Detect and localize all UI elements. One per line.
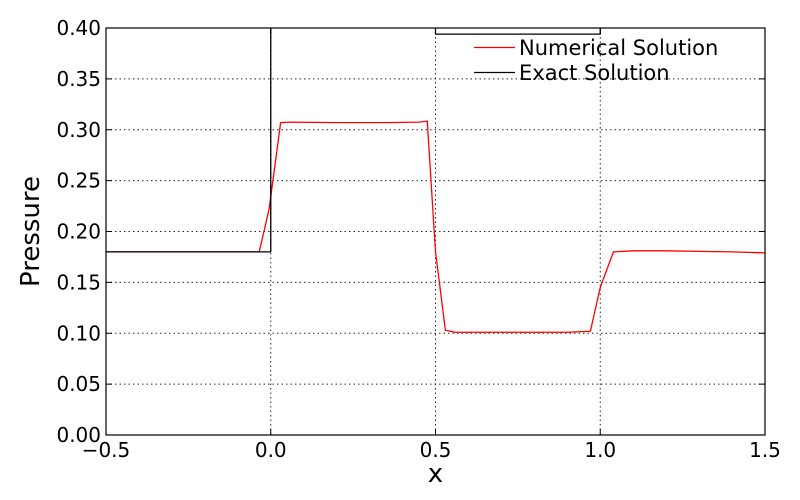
ticks: [105, 27, 766, 436]
y-tick-label: 0.10: [56, 321, 101, 345]
x-tick-label: −0.5: [82, 438, 131, 462]
x-tick-label: 0.0: [255, 438, 287, 462]
y-tick-label: 0.35: [56, 67, 101, 91]
numerical-solution-line: [106, 120, 765, 333]
y-tick-label: 0.30: [56, 118, 101, 142]
x-tick-label: 0.5: [420, 438, 452, 462]
y-axis-title: Pressure: [16, 176, 46, 287]
y-tick-label: 0.15: [56, 270, 101, 294]
exact-solution-line: [106, 28, 601, 253]
x-tick-label: 1.0: [584, 438, 616, 462]
tick-labels: −0.5 0.0 0.5 1.0 1.5 0.00 0.05 0.10 0.15 0.20 0.25…: [56, 16, 780, 462]
y-tick-label: 0.05: [56, 372, 101, 396]
legend: Numerical Solution Exact Solution: [474, 36, 718, 85]
legend-label-exact: Exact Solution: [519, 61, 670, 85]
y-tick-label: 0.20: [56, 220, 101, 244]
series-layer: [106, 28, 765, 333]
grid: [106, 28, 765, 435]
x-axis-title: x: [428, 459, 443, 489]
y-tick-label: 0.25: [56, 169, 101, 193]
y-tick-label: 0.40: [56, 16, 101, 40]
y-tick-label: 0.00: [56, 423, 101, 447]
legend-label-numerical: Numerical Solution: [519, 36, 718, 60]
x-tick-label: 1.5: [749, 438, 781, 462]
